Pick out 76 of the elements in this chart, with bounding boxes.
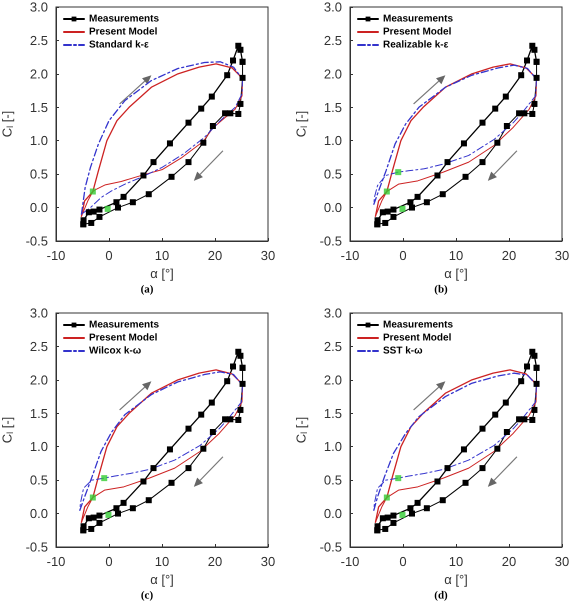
y-tick-label: 0.5 [30,166,48,182]
y-axis-title: Cl [-] [0,110,16,138]
y-tick-label: 0.0 [30,200,48,216]
y-tick-label: 1.5 [324,406,342,421]
y-tick-label: 2.0 [30,372,48,388]
legend-label: Present Model [89,26,158,38]
text: (d) [434,590,448,602]
y-tick-label: 2.5 [324,32,342,48]
y-tick-label: 1.5 [30,406,48,421]
legend-label: Wilcox k-ω [89,346,142,356]
x-axis-title: α [°] [150,572,174,587]
x-tick-label: 20 [502,554,516,569]
y-tick-label: -0.5 [26,540,48,554]
x-tick-label: 30 [260,248,276,263]
x-tick-label: 10 [154,248,170,263]
y-tick-label: -0.5 [26,234,48,248]
y-tick-label: -0.5 [320,234,342,248]
legend-label: Measurements [383,14,454,24]
y-tick-label: 2.0 [324,372,342,388]
legend-label: Standard k-ε [89,40,150,50]
y-tick-label: 1.0 [324,133,342,148]
y-tick-label: 2.5 [30,32,48,48]
y-tick-label: 0.5 [324,166,342,182]
y-tick-label: 0.0 [30,506,48,522]
text: (a) [140,284,154,296]
x-tick-label: 20 [208,248,222,263]
text: (c) [140,590,154,602]
text: (b) [434,284,448,296]
legend-label: Measurements [383,320,454,330]
legend-label: Present Model [383,332,452,344]
y-tick-label: 1.5 [324,100,342,115]
y-tick-label: 0.0 [324,506,342,522]
y-tick-label: 2.0 [30,66,48,82]
y-tick-label: 2.5 [324,338,342,354]
y-tick-label: 0.5 [30,472,48,488]
legend-label: Measurements [89,320,160,330]
y-tick-label: 3.0 [324,0,342,14]
x-tick-label: -10 [340,248,360,263]
x-tick-label: -10 [340,554,360,569]
y-tick-label: 2.5 [30,338,48,354]
y-tick-label: 1.5 [30,100,48,115]
x-tick-label: 20 [208,554,222,569]
x-tick-label: 0 [399,554,407,569]
x-axis-title: α [°] [444,572,468,587]
y-tick-label: 1.0 [324,439,342,454]
y-tick-label: 3.0 [324,306,342,320]
y-tick-label: 0.5 [324,472,342,488]
y-tick-label: 1.0 [30,133,48,148]
x-tick-label: 10 [448,554,464,569]
x-tick-label: 30 [554,248,570,263]
y-axis-title: Cl [-] [0,416,16,444]
x-tick-label: 10 [154,554,170,569]
x-tick-label: 0 [105,248,113,263]
y-tick-label: -0.5 [320,540,342,554]
x-tick-label: 0 [399,248,407,263]
y-tick-label: 1.0 [30,439,48,454]
y-axis-title: Cl [-] [294,416,310,444]
x-axis-title: α [°] [444,266,468,281]
y-tick-label: 3.0 [30,306,48,320]
y-tick-label: 0.0 [324,200,342,216]
y-tick-label: 3.0 [30,0,48,14]
legend-label: Present Model [383,26,452,38]
x-tick-label: 20 [502,248,516,263]
legend-label: SST k-ω [383,346,424,356]
legend-label: Present Model [89,332,158,344]
legend-label: Realizable k-ε [383,40,449,50]
x-tick-label: 0 [105,554,113,569]
x-axis-title: α [°] [150,266,174,281]
x-tick-label: 30 [260,554,276,569]
x-tick-label: 30 [554,554,570,569]
legend-label: Measurements [89,14,160,24]
y-tick-label: 2.0 [324,66,342,82]
y-axis-title: Cl [-] [294,110,310,138]
x-tick-label: -10 [46,248,66,263]
x-tick-label: 10 [448,248,464,263]
x-tick-label: -10 [46,554,66,569]
